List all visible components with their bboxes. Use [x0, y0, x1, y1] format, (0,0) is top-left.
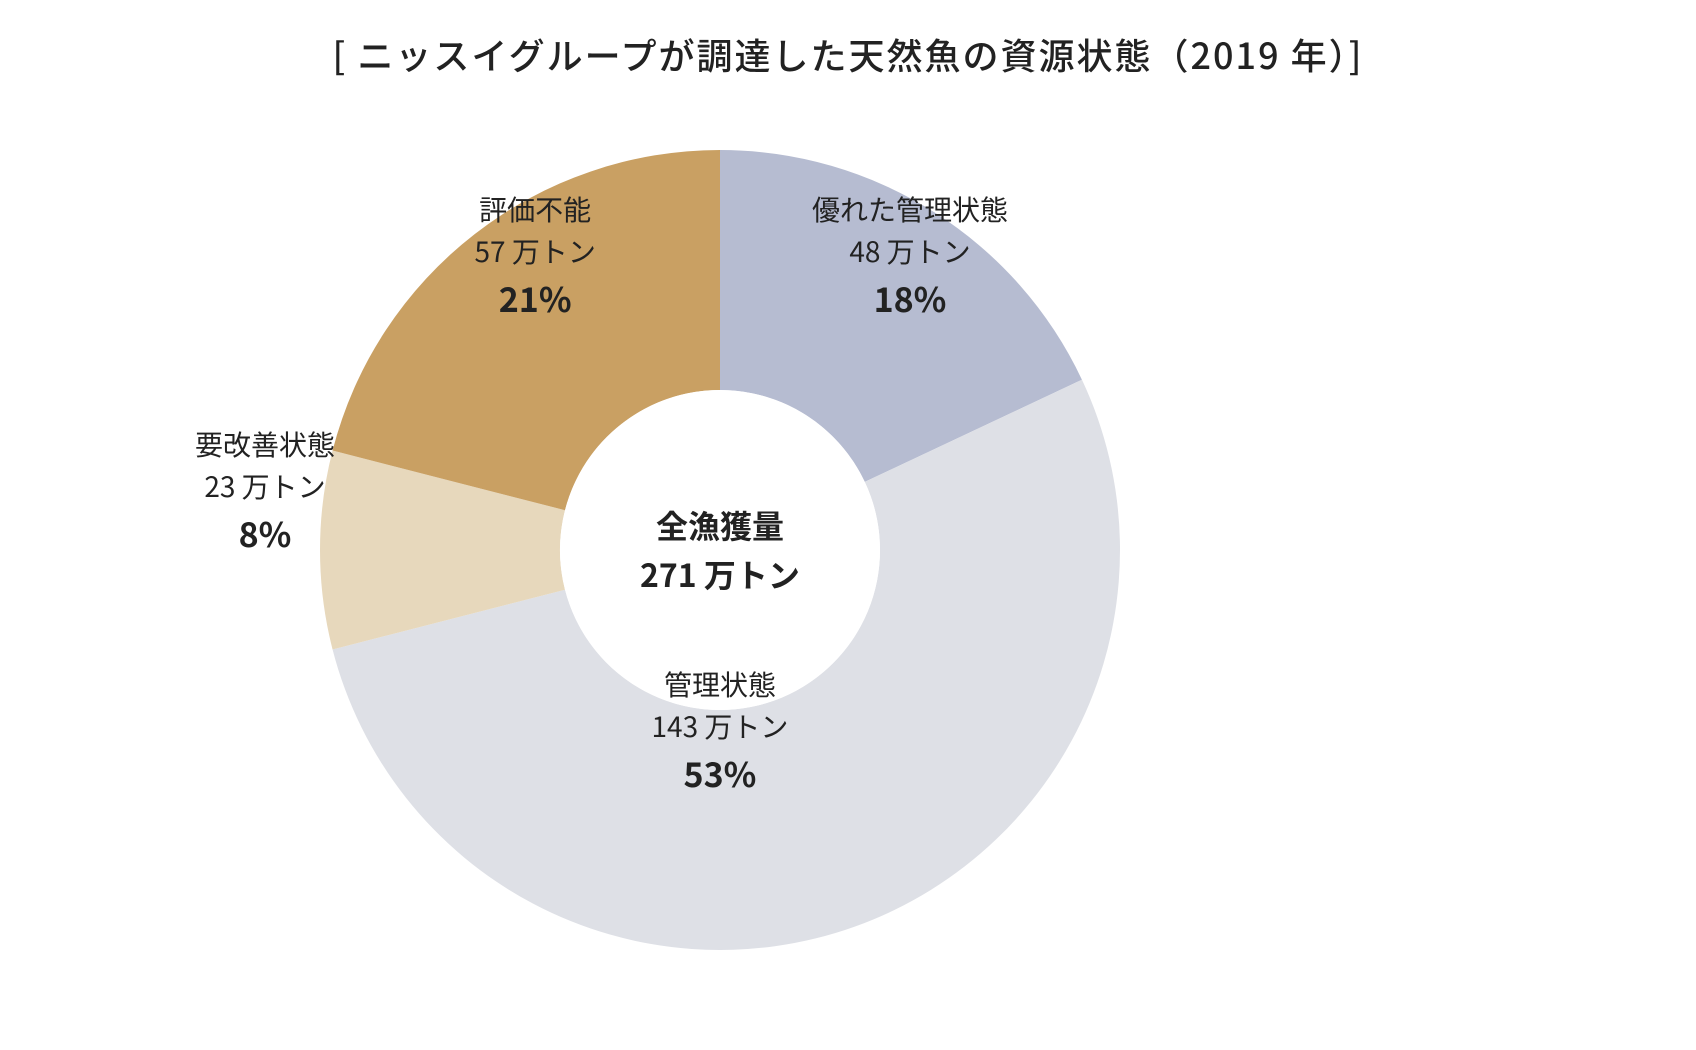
chart-title: [ ニッスイグループが調達した天然魚の資源状態（2019 年）]: [0, 0, 1696, 80]
slice-pct: 53%: [652, 747, 789, 798]
slice-name: 管理状態: [652, 663, 789, 705]
slice-name: 優れた管理状態: [812, 188, 1008, 230]
chart-center-label: 全漁獲量 271 万トン: [640, 501, 800, 600]
slice-label-needs-improvement: 要改善状態 23 万トン 8%: [195, 423, 335, 558]
slice-tons: 48 万トン: [812, 230, 1008, 272]
center-line2: 271 万トン: [640, 550, 800, 600]
slice-tons: 23 万トン: [195, 465, 335, 507]
slice-tons: 143 万トン: [652, 705, 789, 747]
slice-pct: 18%: [812, 272, 1008, 323]
slice-label-managed: 管理状態 143 万トン 53%: [652, 663, 789, 798]
slice-label-excellent: 優れた管理状態 48 万トン 18%: [812, 188, 1008, 323]
slice-name: 評価不能: [475, 188, 596, 230]
slice-pct: 21%: [475, 272, 596, 323]
slice-label-not-assessable: 評価不能 57 万トン 21%: [475, 188, 596, 323]
donut-chart: 全漁獲量 271 万トン 優れた管理状態 48 万トン 18% 管理状態 143…: [0, 80, 1696, 1040]
slice-tons: 57 万トン: [475, 230, 596, 272]
slice-name: 要改善状態: [195, 423, 335, 465]
center-line1: 全漁獲量: [640, 501, 800, 551]
slice-pct: 8%: [195, 507, 335, 558]
